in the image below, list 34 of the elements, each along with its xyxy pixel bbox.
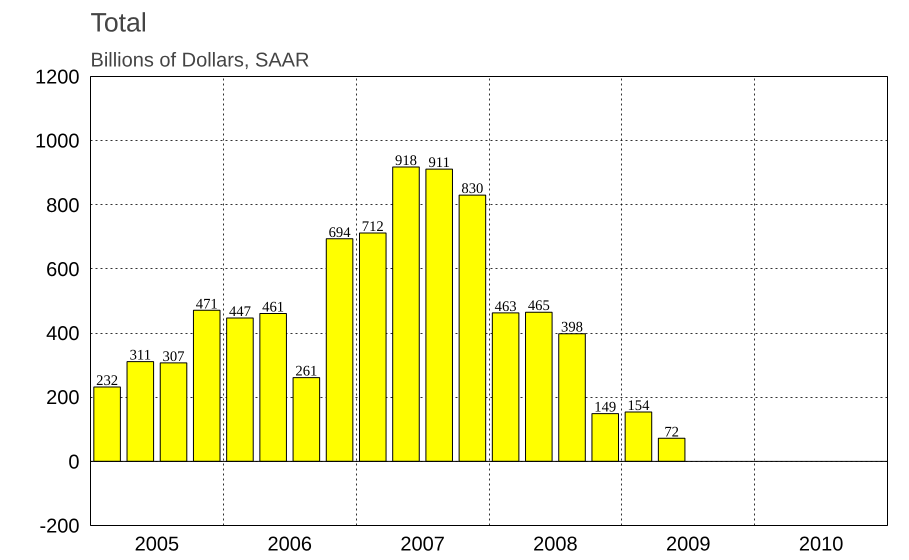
data-label: 398 [561, 320, 584, 336]
x-tick-label: 2006 [268, 534, 312, 556]
data-label: 72 [664, 424, 679, 440]
data-label: 712 [362, 219, 384, 236]
data-label: 911 [428, 155, 450, 172]
y-tick-label: 1000 [35, 130, 80, 153]
data-label: 471 [196, 296, 218, 312]
data-label: 311 [130, 348, 152, 364]
data-label: 232 [96, 372, 118, 389]
y-tick-label: 800 [46, 194, 80, 217]
data-label: 154 [627, 398, 650, 414]
data-label: 830 [461, 181, 484, 198]
x-tick-label: 2010 [798, 534, 844, 556]
data-label: 694 [328, 224, 352, 241]
chart-title: Total [90, 8, 147, 38]
x-tick-label: 2009 [666, 534, 711, 556]
x-tick-label: 2008 [533, 534, 578, 556]
data-label: 918 [394, 152, 417, 169]
y-tick-label: 400 [46, 323, 80, 346]
data-label: 465 [528, 298, 550, 314]
data-label: 261 [295, 364, 318, 380]
x-tick-label: 2007 [400, 534, 445, 556]
data-label: 307 [162, 348, 185, 365]
y-tick-label: 1200 [35, 66, 80, 88]
data-label: 463 [494, 298, 517, 315]
y-tick-label: -200 [39, 516, 80, 538]
y-tick-label: 200 [46, 387, 80, 410]
y-tick-label: 0 [68, 451, 80, 474]
data-label: 461 [262, 300, 284, 316]
data-label: 447 [228, 304, 251, 320]
x-tick-label: 2005 [134, 534, 180, 556]
y-tick-label: 600 [46, 258, 80, 281]
chart-subtitle: Billions of Dollars, SAAR [90, 50, 310, 72]
data-label: 149 [594, 400, 616, 416]
